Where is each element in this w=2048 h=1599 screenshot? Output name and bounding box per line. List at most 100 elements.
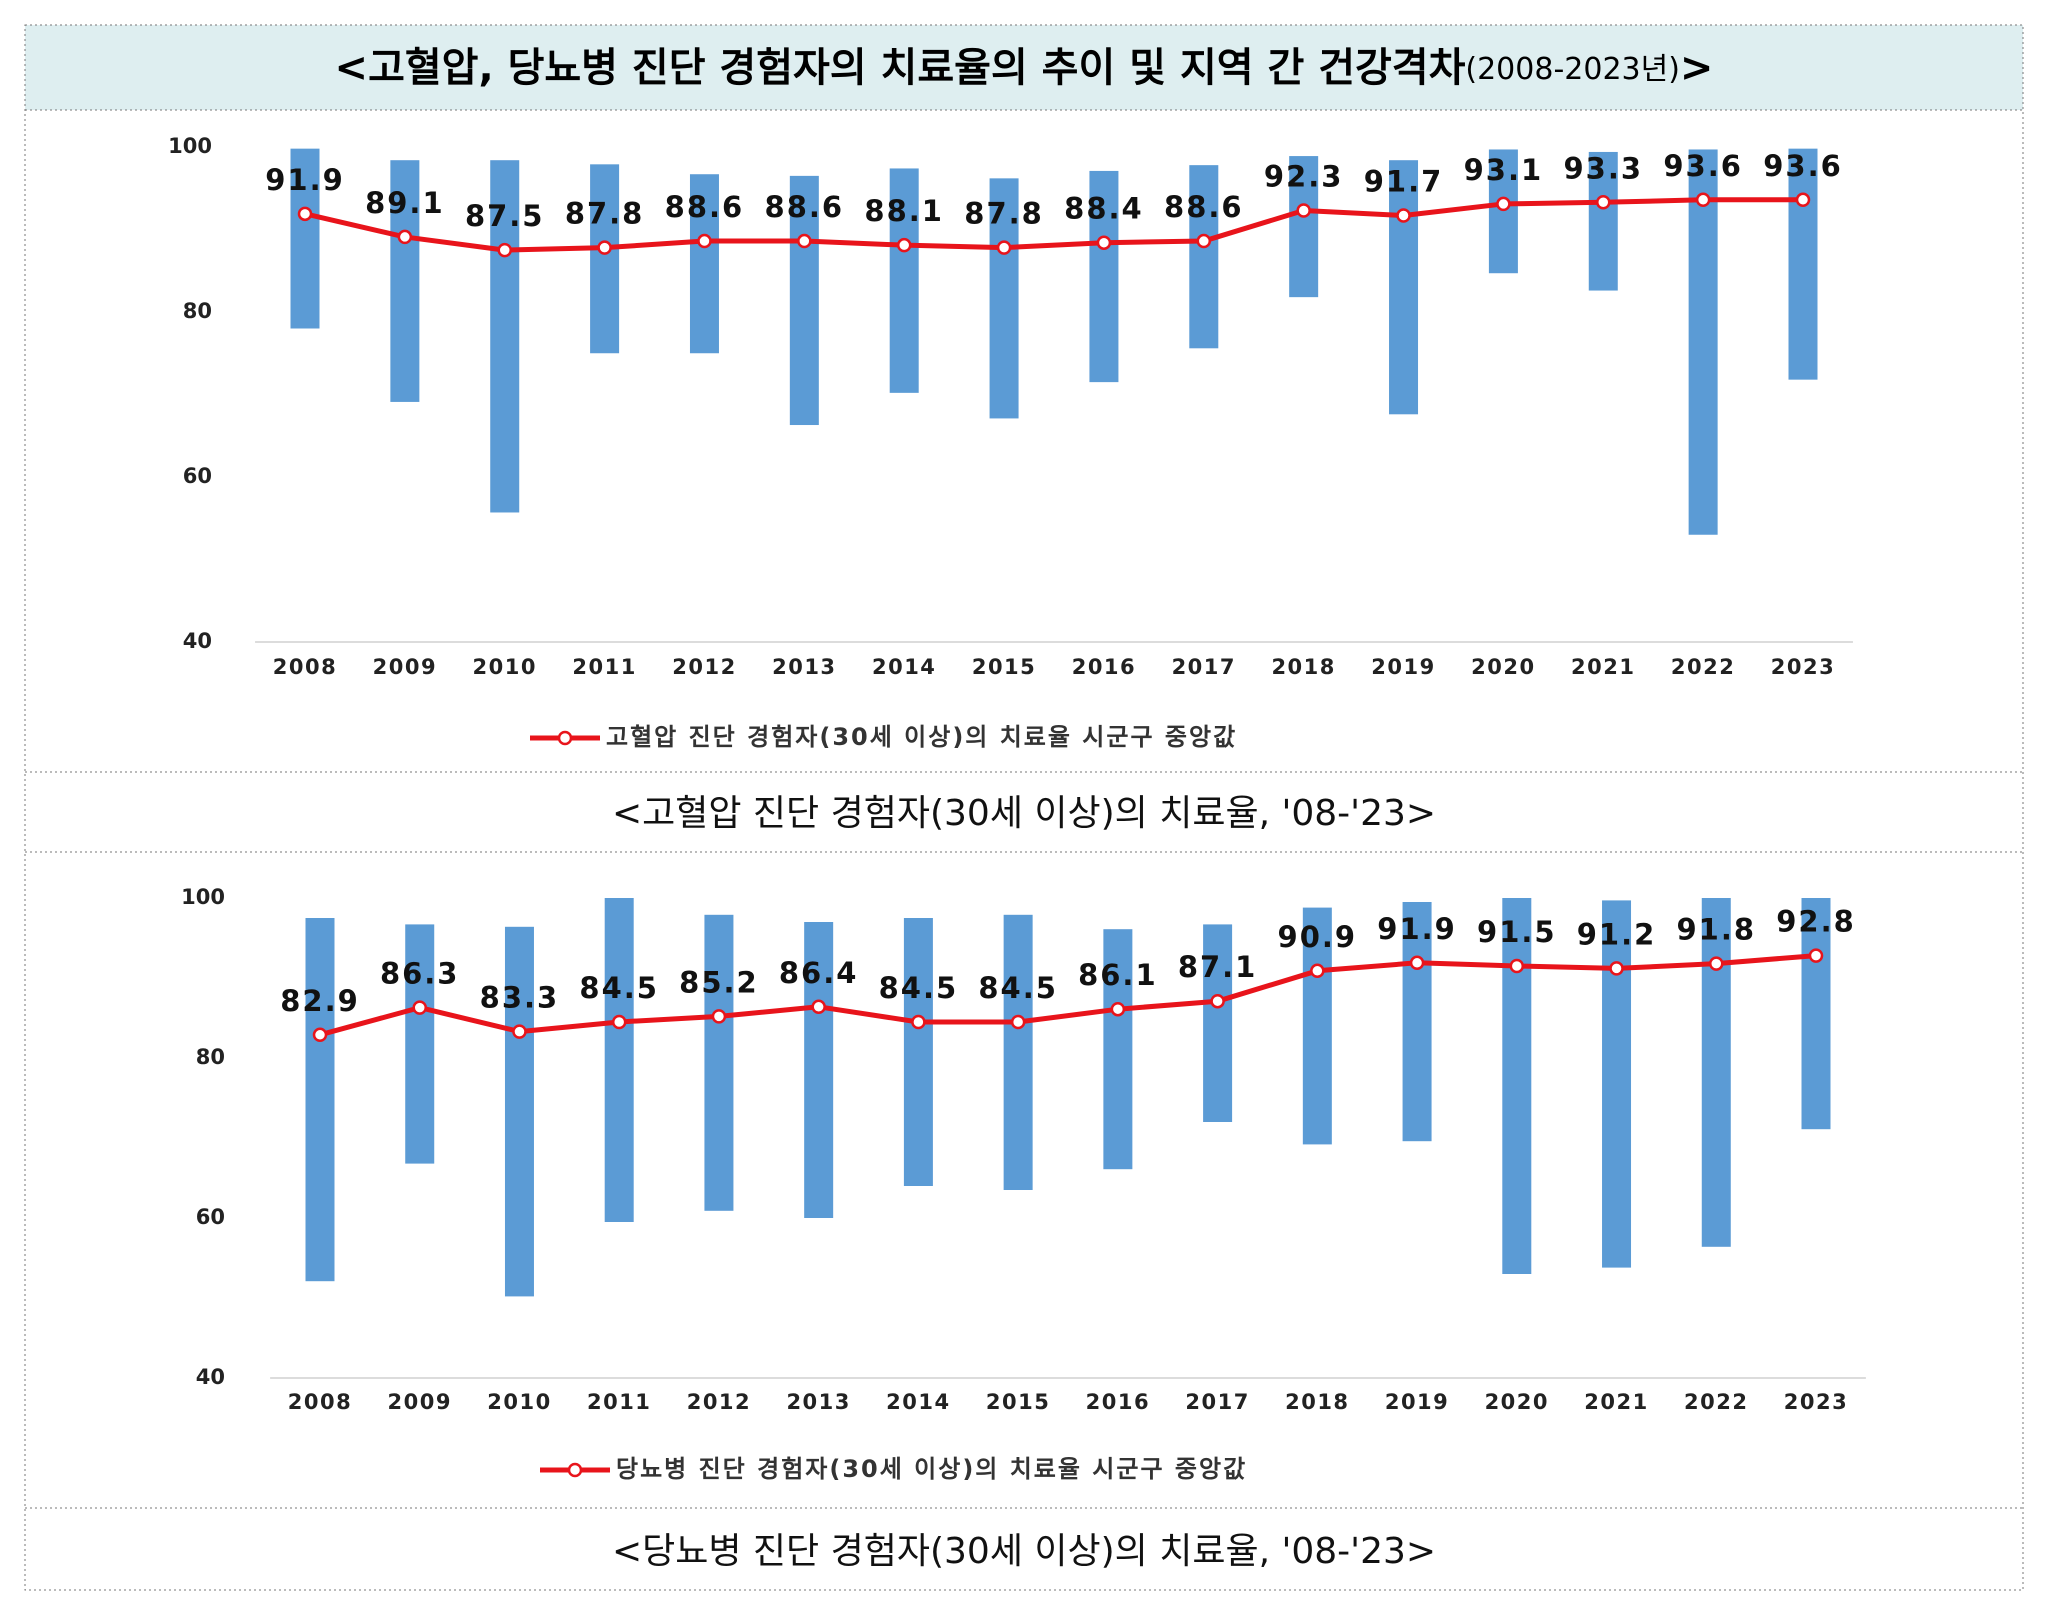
- x-tick-label: 2009: [388, 1390, 452, 1414]
- y-tick-label: 80: [196, 1045, 225, 1069]
- range-bar: [1602, 900, 1632, 1268]
- x-tick-label: 2010: [487, 1390, 551, 1414]
- median-marker: [1010, 1014, 1026, 1030]
- median-marker: [697, 233, 712, 249]
- x-tick-label: 2020: [1485, 1390, 1549, 1414]
- value-label: 84.5: [978, 971, 1058, 1005]
- value-label: 89.1: [365, 186, 445, 220]
- range-bar: [390, 160, 420, 402]
- x-tick-label: 2021: [1584, 1390, 1648, 1414]
- range-bar: [1788, 148, 1818, 380]
- median-marker: [497, 242, 512, 258]
- title-note: (2008-2023년): [1465, 52, 1680, 87]
- y-tick-label: 40: [196, 1365, 225, 1389]
- median-marker: [1808, 948, 1824, 963]
- value-label: 88.6: [1164, 190, 1244, 224]
- frame: [24, 24, 2024, 1591]
- range-bar: [1801, 898, 1831, 1130]
- value-label: 87.8: [964, 197, 1044, 231]
- range-bar: [704, 914, 734, 1211]
- range-bar: [1402, 902, 1432, 1142]
- value-label: 87.5: [465, 199, 545, 233]
- range-bar: [1103, 929, 1133, 1170]
- title-main: <고혈압, 당뇨병 진단 경험자의 치료율의 추이 및 지역 간 건강격차: [335, 45, 1466, 91]
- median-marker: [1210, 993, 1225, 1009]
- x-tick-label: 2008: [273, 655, 337, 679]
- range-bar: [1588, 151, 1618, 291]
- y-tick-label: 100: [168, 134, 212, 158]
- range-bar: [689, 174, 719, 354]
- x-tick-label: 2013: [772, 655, 836, 679]
- median-marker: [1596, 195, 1611, 210]
- value-label: 93.3: [1563, 151, 1643, 185]
- x-tick-label: 2013: [786, 1390, 850, 1414]
- range-bar: [1389, 160, 1419, 415]
- range-bar: [590, 164, 620, 354]
- x-tick-label: 2023: [1784, 1390, 1848, 1414]
- value-label: 85.2: [679, 965, 759, 999]
- value-label: 82.9: [280, 984, 360, 1018]
- y-tick-label: 60: [196, 1205, 225, 1229]
- x-tick-label: 2010: [473, 655, 537, 679]
- x-tick-label: 2023: [1771, 655, 1835, 679]
- median-marker: [312, 1027, 328, 1043]
- value-label: 91.5: [1477, 915, 1557, 949]
- legend-marker: [557, 730, 573, 746]
- page-title: <고혈압, 당뇨병 진단 경험자의 치료율의 추이 및 지역 간 건강격차(20…: [335, 45, 1714, 91]
- y-tick-label: 100: [181, 885, 225, 909]
- x-tick-label: 2012: [687, 1390, 751, 1414]
- range-bar: [1302, 907, 1332, 1145]
- median-marker: [797, 233, 812, 249]
- x-tick-label: 2021: [1571, 655, 1635, 679]
- range-bar: [1289, 156, 1319, 298]
- value-label: 91.9: [1377, 912, 1457, 946]
- median-marker: [1296, 203, 1311, 218]
- value-label: 86.1: [1078, 958, 1158, 992]
- median-marker: [1396, 208, 1411, 223]
- value-label: 84.5: [879, 971, 959, 1005]
- legend-label: 당뇨병 진단 경험자(30세 이상)의 치료율 시군구 중앙값: [616, 1455, 1247, 1483]
- x-tick-label: 2016: [1086, 1390, 1150, 1414]
- value-label: 84.5: [579, 971, 659, 1005]
- median-marker: [1196, 233, 1212, 249]
- median-marker: [1795, 192, 1811, 208]
- range-bar: [903, 918, 933, 1186]
- median-marker: [1695, 192, 1711, 208]
- range-bar: [1189, 165, 1219, 349]
- value-label: 92.3: [1264, 160, 1344, 194]
- median-marker: [1096, 235, 1112, 250]
- range-bar: [804, 922, 834, 1218]
- range-bar: [1488, 149, 1518, 274]
- x-tick-label: 2011: [572, 655, 636, 679]
- median-marker: [896, 237, 912, 253]
- x-tick-label: 2016: [1072, 655, 1136, 679]
- median-marker: [1709, 956, 1724, 971]
- range-bar: [989, 178, 1019, 419]
- range-bar: [1203, 924, 1233, 1122]
- median-marker: [1509, 958, 1525, 974]
- median-marker: [397, 229, 413, 245]
- y-tick-label: 80: [183, 299, 212, 323]
- range-bar: [490, 160, 520, 513]
- median-marker: [297, 206, 313, 222]
- y-tick-label: 40: [183, 629, 212, 653]
- value-label: 92.8: [1776, 905, 1856, 939]
- value-label: 88.4: [1064, 192, 1144, 226]
- range-bar: [405, 924, 435, 1164]
- chart-caption: <당뇨병 진단 경험자(30세 이상)의 치료율, '08-'23>: [612, 1531, 1436, 1572]
- range-bar: [305, 918, 335, 1282]
- range-bar: [1089, 170, 1119, 383]
- x-tick-label: 2018: [1271, 655, 1335, 679]
- value-label: 88.6: [765, 190, 845, 224]
- legend-marker: [567, 1462, 583, 1478]
- x-tick-label: 2019: [1371, 655, 1435, 679]
- median-marker: [711, 1009, 727, 1024]
- value-label: 91.9: [265, 163, 345, 197]
- median-marker: [1310, 963, 1325, 979]
- median-marker: [412, 1000, 427, 1015]
- median-marker: [996, 240, 1012, 255]
- x-tick-label: 2019: [1385, 1390, 1449, 1414]
- x-tick-label: 2020: [1471, 655, 1535, 679]
- median-marker: [1609, 961, 1624, 976]
